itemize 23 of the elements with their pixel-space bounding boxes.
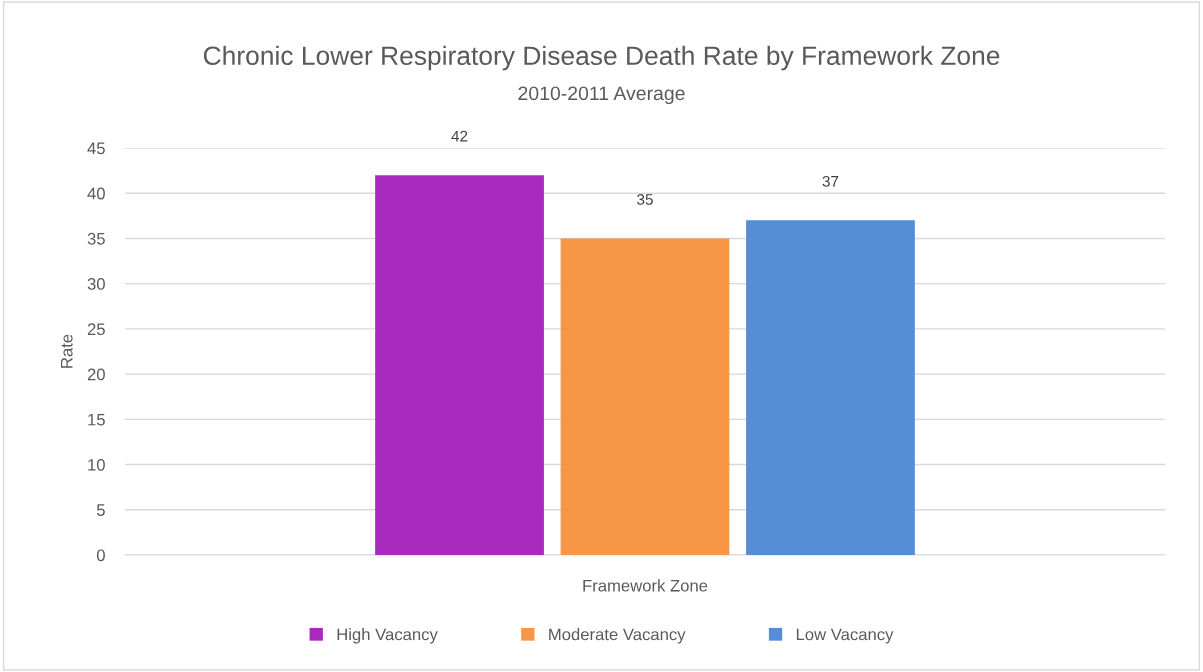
x-axis-title: Framework Zone bbox=[583, 579, 708, 592]
legend-label: Low Vacancy bbox=[796, 628, 894, 644]
data-label: 37 bbox=[822, 175, 839, 187]
chart-subtitle: 2010-2011 Average bbox=[518, 86, 685, 105]
y-axis-title: Rate bbox=[60, 334, 73, 368]
bar bbox=[560, 238, 730, 555]
data-label: 35 bbox=[637, 194, 653, 205]
y-tick-label: 35 bbox=[87, 232, 105, 245]
y-tick-label: 20 bbox=[87, 368, 105, 381]
y-tick-label: 45 bbox=[87, 142, 105, 155]
chart-title: Chronic Lower Respiratory Disease Death Rate by Framework Zone bbox=[203, 45, 1000, 71]
y-tick-label: 40 bbox=[87, 187, 105, 200]
legend-label: Moderate Vacancy bbox=[549, 628, 686, 644]
data-label: 42 bbox=[451, 130, 468, 142]
y-tick-label: 15 bbox=[88, 413, 105, 426]
y-tick-label: 10 bbox=[88, 458, 105, 471]
bar bbox=[375, 175, 544, 555]
bar bbox=[746, 220, 915, 555]
y-tick-label: 25 bbox=[87, 323, 105, 336]
y-tick-label: 0 bbox=[96, 549, 105, 562]
y-tick-label: 30 bbox=[87, 278, 105, 290]
y-tick-label: 5 bbox=[96, 504, 105, 516]
legend-label: High Vacancy bbox=[337, 628, 438, 644]
